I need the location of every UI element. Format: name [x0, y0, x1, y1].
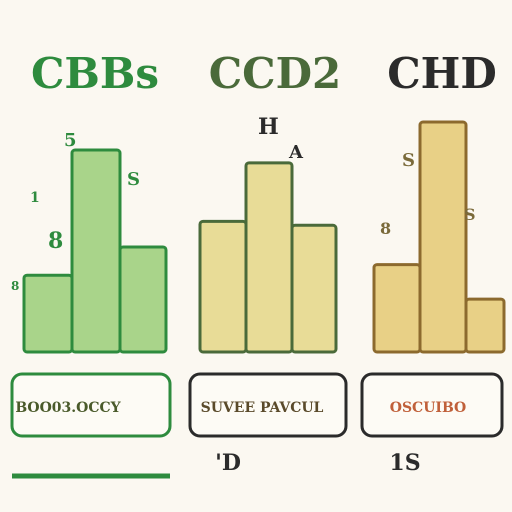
- chart-title: CHD: [387, 49, 497, 98]
- tick-label: 1: [30, 190, 40, 206]
- bar-group: [198, 161, 338, 354]
- tick-label: S: [464, 205, 476, 224]
- bar-group: [372, 120, 506, 354]
- tick-label: S: [127, 169, 140, 190]
- footer-label: 1S: [389, 450, 420, 476]
- chart-panel-cbbs: CBBs 5 8 S 1 8 BOO03.OCCY: [10, 49, 172, 479]
- chart-panel-chd: CHD S S 8 OSCUIBO 1S: [360, 49, 506, 476]
- tick-label: S: [402, 150, 415, 171]
- tick-label: 8: [11, 279, 19, 293]
- bar: [198, 219, 248, 354]
- bar: [418, 120, 468, 354]
- chart-title: CBBs: [31, 49, 159, 98]
- label-box: [360, 372, 504, 438]
- bar-group: [22, 148, 168, 354]
- tick-label: 8: [380, 219, 391, 238]
- bar: [244, 161, 294, 354]
- bar: [70, 148, 122, 354]
- tick-label: A: [288, 142, 304, 163]
- tick-label: H: [258, 114, 279, 140]
- chart-panel-ccd2: CCD2 H A SUVEE PAVCUL 'D: [188, 49, 348, 476]
- tick-label: 8: [48, 228, 63, 254]
- bar: [22, 273, 74, 354]
- bar: [290, 223, 338, 354]
- chart-title: CCD2: [209, 49, 342, 98]
- bar: [372, 263, 422, 354]
- label-box-text: SUVEE PAVCUL: [201, 400, 324, 416]
- label-box-text: BOO03.OCCY: [15, 400, 121, 416]
- label-box: [188, 372, 348, 438]
- bar: [118, 245, 168, 354]
- footer-label: 'D: [215, 450, 241, 476]
- bar: [464, 297, 506, 354]
- label-box: [10, 372, 172, 438]
- label-box-text: OSCUIBO: [390, 400, 467, 416]
- tick-label: 5: [64, 130, 77, 151]
